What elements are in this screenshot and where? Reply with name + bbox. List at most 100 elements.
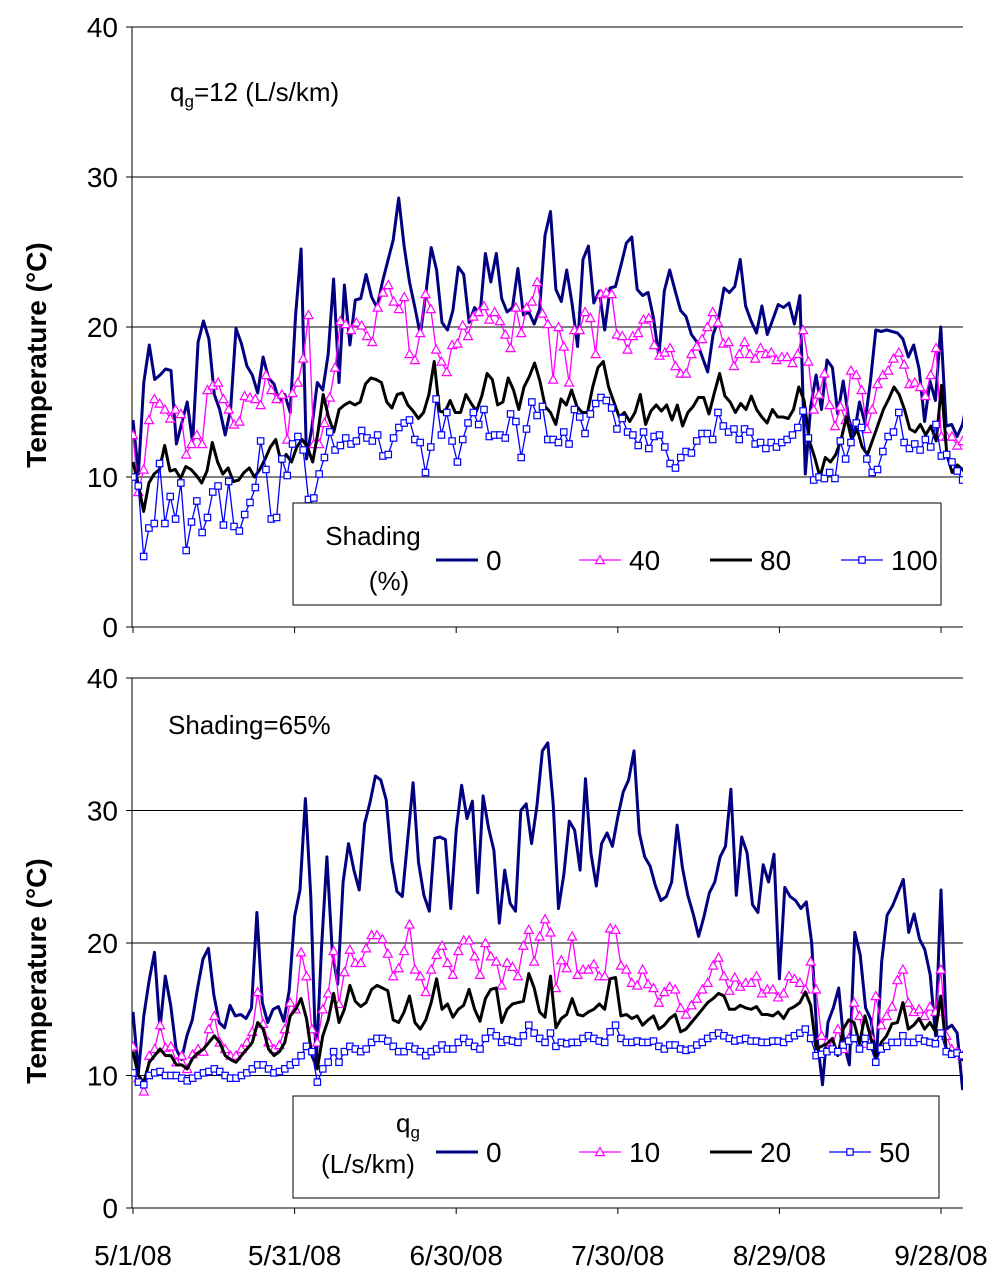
data-point [799, 407, 807, 415]
data-point [170, 403, 182, 414]
data-point [555, 954, 567, 965]
data-point [523, 924, 535, 934]
data-point [469, 950, 481, 961]
data-point [579, 306, 591, 317]
data-point [602, 396, 611, 405]
legend-label: 100 [891, 545, 938, 576]
data-point [653, 996, 665, 1007]
data-point [824, 399, 836, 410]
data-point [352, 437, 361, 445]
data-point [276, 388, 288, 399]
data-point [483, 313, 495, 324]
data-point [792, 348, 804, 359]
data-point [414, 327, 426, 338]
data-point [680, 1008, 692, 1019]
plot-area [132, 196, 963, 561]
data-point [150, 519, 159, 528]
data-point [661, 443, 669, 451]
data-point [755, 342, 767, 353]
data-point [723, 984, 735, 995]
data-point [478, 300, 490, 311]
data-point [591, 399, 600, 408]
data-point [431, 949, 443, 960]
data-point [847, 438, 855, 447]
series-line [132, 972, 963, 1084]
data-point [645, 444, 653, 453]
data-point [850, 1034, 858, 1043]
data-point [707, 306, 719, 317]
data-point [384, 450, 393, 459]
data-point [193, 497, 201, 505]
y-tick-label: 40 [87, 12, 118, 43]
data-point [283, 471, 292, 480]
data-point [958, 476, 963, 484]
y-tick-label: 20 [87, 312, 118, 343]
data-point [607, 404, 616, 412]
series-0 [132, 741, 963, 1091]
data-point [962, 1065, 963, 1067]
data-point [804, 434, 813, 442]
data-point [909, 376, 921, 387]
data-point [252, 986, 264, 997]
data-point [324, 1058, 332, 1067]
y-tick-label: 10 [87, 1061, 118, 1092]
data-point [783, 435, 791, 444]
data-point [287, 387, 299, 398]
data-point [243, 1069, 251, 1077]
data-point [541, 1038, 549, 1047]
data-point [606, 1027, 614, 1036]
series-line [132, 741, 963, 1091]
data-point [713, 951, 725, 962]
data-point [264, 1065, 273, 1073]
data-point [889, 428, 898, 436]
data-point [230, 522, 238, 531]
data-point [615, 959, 627, 970]
data-point [166, 492, 175, 501]
data-point [308, 1047, 316, 1056]
data-point [561, 962, 573, 973]
data-point [217, 393, 229, 404]
data-point [224, 477, 233, 486]
data-point [723, 336, 735, 347]
data-point [805, 955, 817, 966]
data-point [438, 1041, 446, 1049]
series-line [132, 360, 963, 513]
data-point [139, 552, 148, 561]
data-point [311, 1036, 323, 1047]
data-point [322, 987, 334, 998]
legend-marker [858, 556, 866, 564]
data-point [215, 1067, 224, 1076]
y-tick-label: 30 [87, 162, 118, 193]
data-point [340, 318, 352, 329]
data-point [159, 403, 171, 414]
y-tick-label: 0 [102, 612, 118, 643]
data-point [373, 431, 382, 439]
data-point [953, 467, 962, 475]
data-point [458, 435, 467, 444]
data-point [187, 518, 196, 526]
legend-box [292, 502, 942, 606]
data-point [515, 327, 527, 338]
data-point [454, 1038, 463, 1047]
data-point [469, 408, 478, 417]
data-point [910, 440, 919, 448]
data-point [793, 423, 802, 432]
data-point [272, 513, 281, 522]
legend-entry: 50 [829, 1137, 910, 1168]
data-point [536, 307, 549, 318]
data-point [631, 979, 643, 990]
data-point [291, 1058, 300, 1067]
data-point [196, 438, 208, 449]
data-point [810, 983, 822, 994]
data-point [649, 1037, 658, 1045]
data-point [925, 369, 937, 380]
data-point [366, 336, 378, 347]
data-point [451, 337, 463, 348]
series-line [132, 196, 963, 476]
data-point [512, 970, 524, 981]
data-point [746, 428, 754, 436]
data-point [552, 321, 564, 332]
data-point [522, 425, 531, 433]
data-point [648, 339, 660, 350]
data-point [870, 990, 882, 1001]
